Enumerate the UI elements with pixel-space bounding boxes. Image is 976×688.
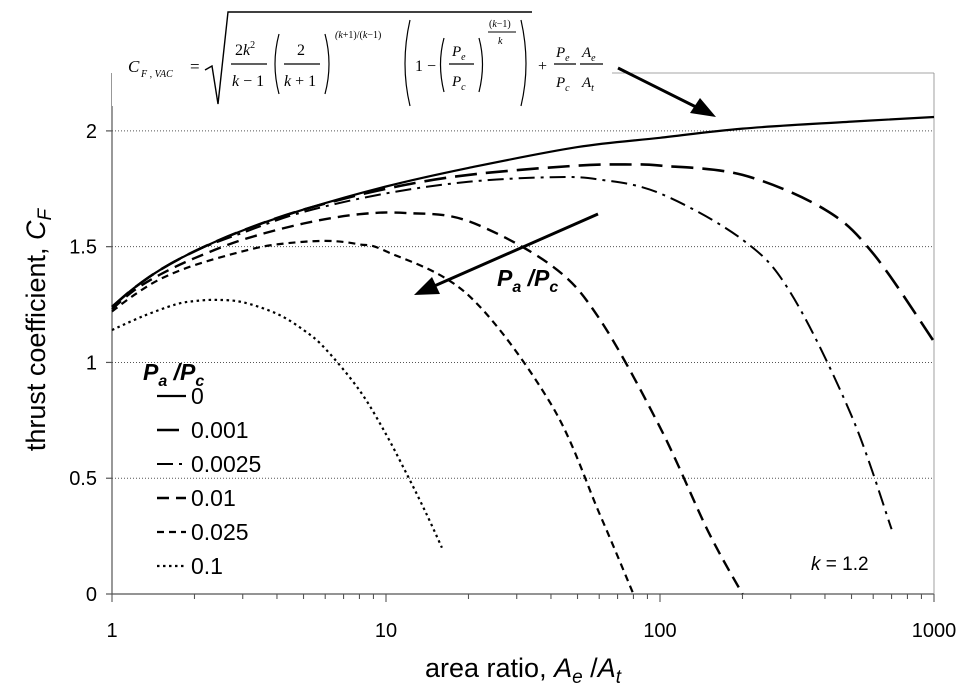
series-line-0.001: [111, 163, 936, 343]
x-tick-label: 10: [375, 620, 397, 642]
x-tick-label: 1: [106, 620, 117, 642]
svg-text:k − 1: k − 1: [232, 73, 264, 90]
pressure-ratio-arrow: [414, 212, 599, 295]
legend-label: 0.01: [191, 485, 236, 511]
x-axis-title: area ratio, Ae /At: [425, 653, 622, 688]
vacuum-thrust-formula: C F , VAC = 2k2 k − 1 2 k + 1 (k+1)/(k−1…: [112, 11, 612, 107]
y-tick-label: 2: [86, 121, 97, 143]
data-series: [111, 115, 936, 595]
x-tick-label: 1000: [912, 620, 957, 642]
x-tick-label: 100: [643, 620, 676, 642]
legend-label: 0.025: [191, 519, 249, 545]
legend: Pa /Pc 0 0.001 0.0025 0.01 0.025 0.1: [143, 359, 261, 579]
svg-text:2: 2: [297, 42, 305, 59]
arrow-label: Pa /Pc: [497, 265, 558, 296]
formula-arrow: [617, 66, 716, 117]
svg-text:1 −: 1 −: [415, 58, 436, 75]
legend-label: 0.0025: [191, 451, 261, 477]
legend-label: 0.1: [191, 553, 223, 579]
svg-text:=: =: [190, 57, 200, 76]
svg-text:k: k: [498, 36, 503, 47]
legend-label: 0.001: [191, 417, 249, 443]
svg-text:2k2: 2k2: [235, 40, 255, 59]
svg-text:(k−1): (k−1): [489, 19, 511, 30]
series-line-0.01: [111, 211, 744, 595]
svg-text:k + 1: k + 1: [284, 73, 316, 90]
svg-text:F , VAC: F , VAC: [140, 69, 173, 80]
y-tick-label: 0.5: [69, 468, 97, 490]
series-line-0.025: [111, 239, 635, 595]
svg-text:C: C: [128, 57, 140, 76]
svg-text:(k+1)/(k−1): (k+1)/(k−1): [335, 30, 381, 41]
y-tick-label: 1.5: [69, 237, 97, 259]
tick-labels: 0 0.5 1 1.5 2 1 10 100 1000: [69, 121, 956, 642]
legend-title: Pa /Pc: [143, 359, 204, 390]
legend-label: 0: [191, 383, 204, 409]
svg-text:At: At: [581, 75, 594, 94]
plot-area: [112, 73, 934, 594]
y-tick-label: 1: [86, 352, 97, 374]
y-tick-label: 0: [86, 584, 97, 606]
series-line-0.1: [111, 298, 443, 549]
svg-text:+: +: [538, 58, 547, 75]
k-label: k = 1.2: [811, 554, 869, 575]
y-axis-title: thrust coefficient, CF: [21, 208, 56, 452]
series-line-0.0025: [111, 176, 893, 530]
